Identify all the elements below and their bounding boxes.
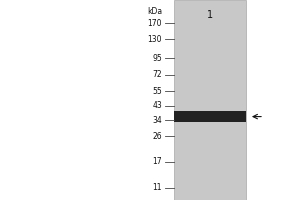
Text: 26: 26 bbox=[152, 132, 162, 141]
Text: 72: 72 bbox=[152, 70, 162, 79]
Text: 170: 170 bbox=[148, 19, 162, 28]
Text: 1: 1 bbox=[207, 10, 213, 20]
Text: 43: 43 bbox=[152, 101, 162, 110]
Text: 130: 130 bbox=[148, 35, 162, 44]
Text: 95: 95 bbox=[152, 54, 162, 63]
Text: kDa: kDa bbox=[147, 7, 162, 16]
Text: 34: 34 bbox=[152, 116, 162, 125]
Bar bbox=[174, 111, 246, 122]
Bar bbox=[174, 0, 246, 200]
Text: 17: 17 bbox=[152, 157, 162, 166]
Text: 55: 55 bbox=[152, 87, 162, 96]
Text: 11: 11 bbox=[152, 183, 162, 192]
